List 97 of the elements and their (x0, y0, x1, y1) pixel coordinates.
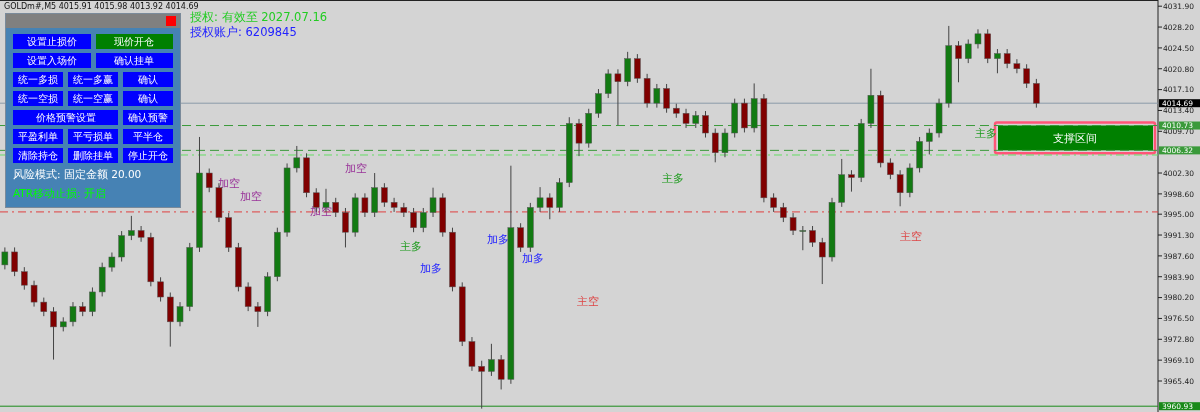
candlestick (410, 207, 417, 233)
candlestick (595, 88, 602, 119)
candlestick (488, 343, 495, 377)
candlestick (624, 51, 631, 87)
candlestick (108, 252, 116, 273)
candlestick (21, 266, 28, 291)
candlestick (799, 225, 807, 251)
candlestick (955, 40, 962, 83)
candlestick (819, 237, 826, 285)
candlestick (702, 110, 709, 139)
annotation: ATR移动止损: 开启 (12, 186, 107, 201)
candlestick (663, 83, 670, 114)
annotation: 统一空损 (13, 91, 63, 106)
annotation: 平盈利单 (13, 129, 63, 144)
annotation: 价格预警设置 (13, 110, 118, 125)
candlestick (478, 360, 485, 410)
annotation: 加多 (522, 252, 544, 265)
candlestick (429, 187, 437, 218)
annotation: 风险模式: 固定金额 20.00 (12, 167, 143, 182)
annotation: 加多 (487, 233, 509, 246)
candlestick (361, 192, 369, 218)
annotation: 授权账户: 6209845 (190, 25, 297, 39)
annotation: 删除挂单 (68, 148, 118, 163)
candlestick (293, 145, 301, 173)
candlestick (342, 207, 349, 248)
candlestick (118, 230, 125, 263)
annotation: 加空 (240, 190, 262, 203)
candlestick (1, 246, 9, 270)
candlestick (30, 280, 38, 308)
candlestick (964, 38, 972, 64)
candlestick (128, 215, 135, 241)
annotation: 主多 (400, 240, 422, 253)
candlestick (11, 246, 18, 277)
candlestick (381, 182, 388, 208)
candlestick (653, 83, 661, 109)
annotation: 加空 (218, 177, 240, 190)
annotation: 加多 (420, 262, 442, 275)
candlestick (896, 169, 904, 207)
annotation: 确认 (123, 91, 173, 106)
candlestick (926, 128, 933, 155)
candlestick (1013, 58, 1021, 74)
annotation: 主空 (577, 295, 599, 308)
annotation: 确认预警 (123, 110, 173, 125)
candlestick (69, 301, 77, 327)
annotation: 清除持仓 (13, 148, 63, 163)
annotation: 停止开仓 (123, 148, 173, 163)
candlestick (137, 225, 145, 243)
annotation: 确认 (123, 72, 173, 87)
candlestick (244, 281, 252, 312)
candlestick (89, 286, 96, 317)
candlestick (770, 192, 777, 213)
annotation: 设置止损价 (13, 34, 91, 49)
candlestick (390, 197, 398, 213)
annotation: 加空 (310, 205, 332, 218)
chart-title: GOLDm#,M5 4015.91 4015.98 4013.92 4014.69 (4, 2, 199, 11)
candlestick (517, 222, 524, 253)
candlestick (848, 169, 855, 193)
candlestick (40, 297, 48, 317)
candlestick (614, 68, 622, 126)
candlestick (780, 202, 787, 223)
candlestick (974, 28, 982, 49)
candlestick (1003, 48, 1011, 69)
candlestick (1033, 78, 1040, 109)
annotation: 统一多损 (13, 72, 63, 87)
annotation: 设置入场价 (13, 53, 91, 68)
candlestick (497, 354, 505, 390)
candlestick (682, 108, 690, 129)
annotation: 确认挂单 (95, 53, 173, 68)
annotation: 主空 (900, 230, 922, 243)
candlestick (1023, 63, 1030, 89)
candlestick (721, 128, 729, 158)
candlestick (50, 306, 57, 361)
annotation: 统一多赢 (68, 72, 118, 87)
candlestick (546, 192, 554, 220)
candlestick (254, 301, 262, 328)
candlestick (157, 276, 164, 303)
annotation: 现价开仓 (95, 34, 173, 49)
candlestick (994, 48, 1001, 74)
candlestick (887, 157, 894, 180)
candlestick (176, 301, 184, 327)
band-label: 支撑区间 (1053, 131, 1097, 145)
annotation: 加空 (345, 162, 367, 175)
candlestick (809, 225, 816, 248)
annotation: 统一空赢 (68, 91, 118, 106)
annotation: 平半仓 (123, 129, 173, 144)
candlestick (634, 53, 641, 84)
candlestick (711, 128, 719, 163)
candlestick (205, 168, 213, 193)
candlestick (536, 186, 544, 213)
candlestick (604, 68, 612, 99)
candlestick (332, 197, 339, 218)
candlestick (420, 207, 427, 233)
candlestick (789, 212, 797, 236)
candlestick (575, 118, 583, 157)
annotation: 平亏损单 (68, 129, 118, 144)
annotation: 主多 (662, 172, 684, 185)
text: 授权: 有效至 2027.07.16 (190, 10, 328, 24)
